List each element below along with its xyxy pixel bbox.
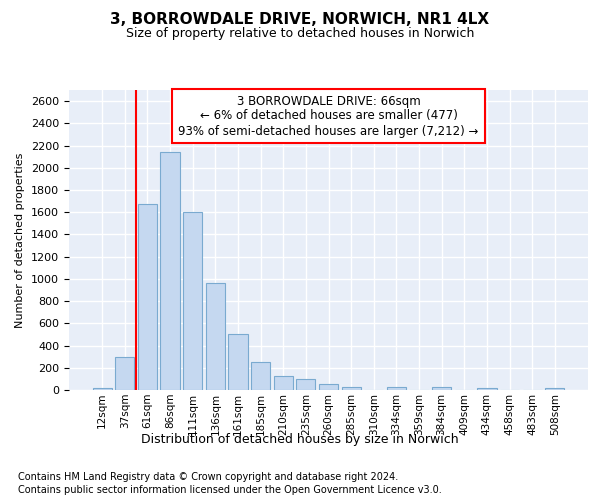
- Text: 3 BORROWDALE DRIVE: 66sqm
← 6% of detached houses are smaller (477)
93% of semi-: 3 BORROWDALE DRIVE: 66sqm ← 6% of detach…: [178, 94, 479, 138]
- Bar: [387, 386, 406, 390]
- Bar: [183, 212, 202, 390]
- Bar: [138, 204, 157, 390]
- Text: Size of property relative to detached houses in Norwich: Size of property relative to detached ho…: [126, 28, 474, 40]
- Y-axis label: Number of detached properties: Number of detached properties: [16, 152, 25, 328]
- Bar: [296, 379, 316, 390]
- Bar: [432, 386, 451, 390]
- Text: Distribution of detached houses by size in Norwich: Distribution of detached houses by size …: [141, 432, 459, 446]
- Bar: [477, 388, 497, 390]
- Bar: [545, 388, 565, 390]
- Bar: [251, 362, 270, 390]
- Bar: [92, 388, 112, 390]
- Bar: [229, 334, 248, 390]
- Bar: [319, 384, 338, 390]
- Bar: [160, 152, 180, 390]
- Text: Contains HM Land Registry data © Crown copyright and database right 2024.: Contains HM Land Registry data © Crown c…: [18, 472, 398, 482]
- Bar: [341, 386, 361, 390]
- Text: Contains public sector information licensed under the Open Government Licence v3: Contains public sector information licen…: [18, 485, 442, 495]
- Text: 3, BORROWDALE DRIVE, NORWICH, NR1 4LX: 3, BORROWDALE DRIVE, NORWICH, NR1 4LX: [110, 12, 490, 28]
- Bar: [206, 284, 225, 390]
- Bar: [274, 376, 293, 390]
- Bar: [115, 357, 134, 390]
